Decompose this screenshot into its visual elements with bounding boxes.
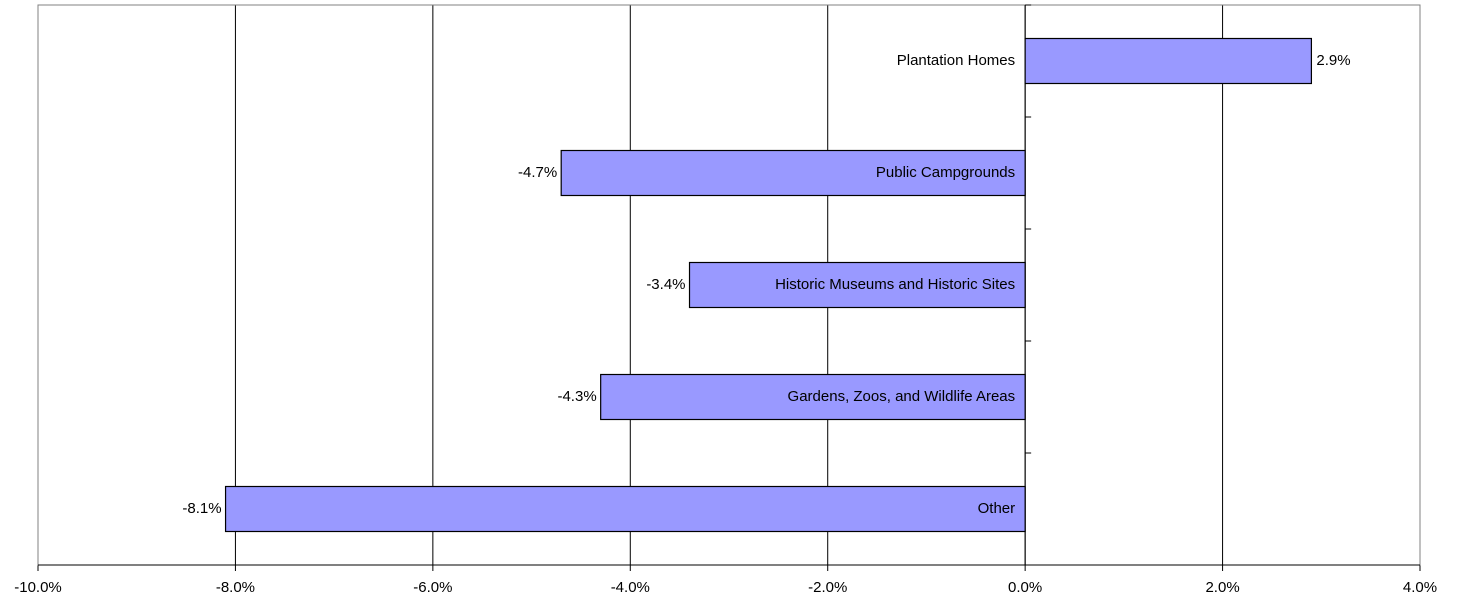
bar [688,261,1026,309]
x-tick-label: -6.0% [413,579,452,596]
x-tick-label: 2.0% [1205,579,1239,596]
value-label: 2.9% [1316,52,1350,69]
x-tick-label: -4.0% [611,579,650,596]
value-label: -8.1% [182,500,221,517]
bar [560,149,1026,197]
category-label: Gardens, Zoos, and Wildlife Areas [788,388,1016,405]
bar [224,485,1026,533]
category-label: Other [978,500,1016,517]
value-label: -3.4% [646,276,685,293]
value-label: -4.3% [557,388,596,405]
bar [600,373,1026,421]
value-label: -4.7% [518,164,557,181]
x-tick-label: 0.0% [1008,579,1042,596]
x-tick-label: -10.0% [14,579,62,596]
x-tick-label: 4.0% [1403,579,1437,596]
bar [1024,37,1313,85]
category-label: Historic Museums and Historic Sites [775,276,1015,293]
category-label: Plantation Homes [897,52,1015,69]
x-tick-label: -8.0% [216,579,255,596]
x-tick-label: -2.0% [808,579,847,596]
category-label: Public Campgrounds [876,164,1015,181]
